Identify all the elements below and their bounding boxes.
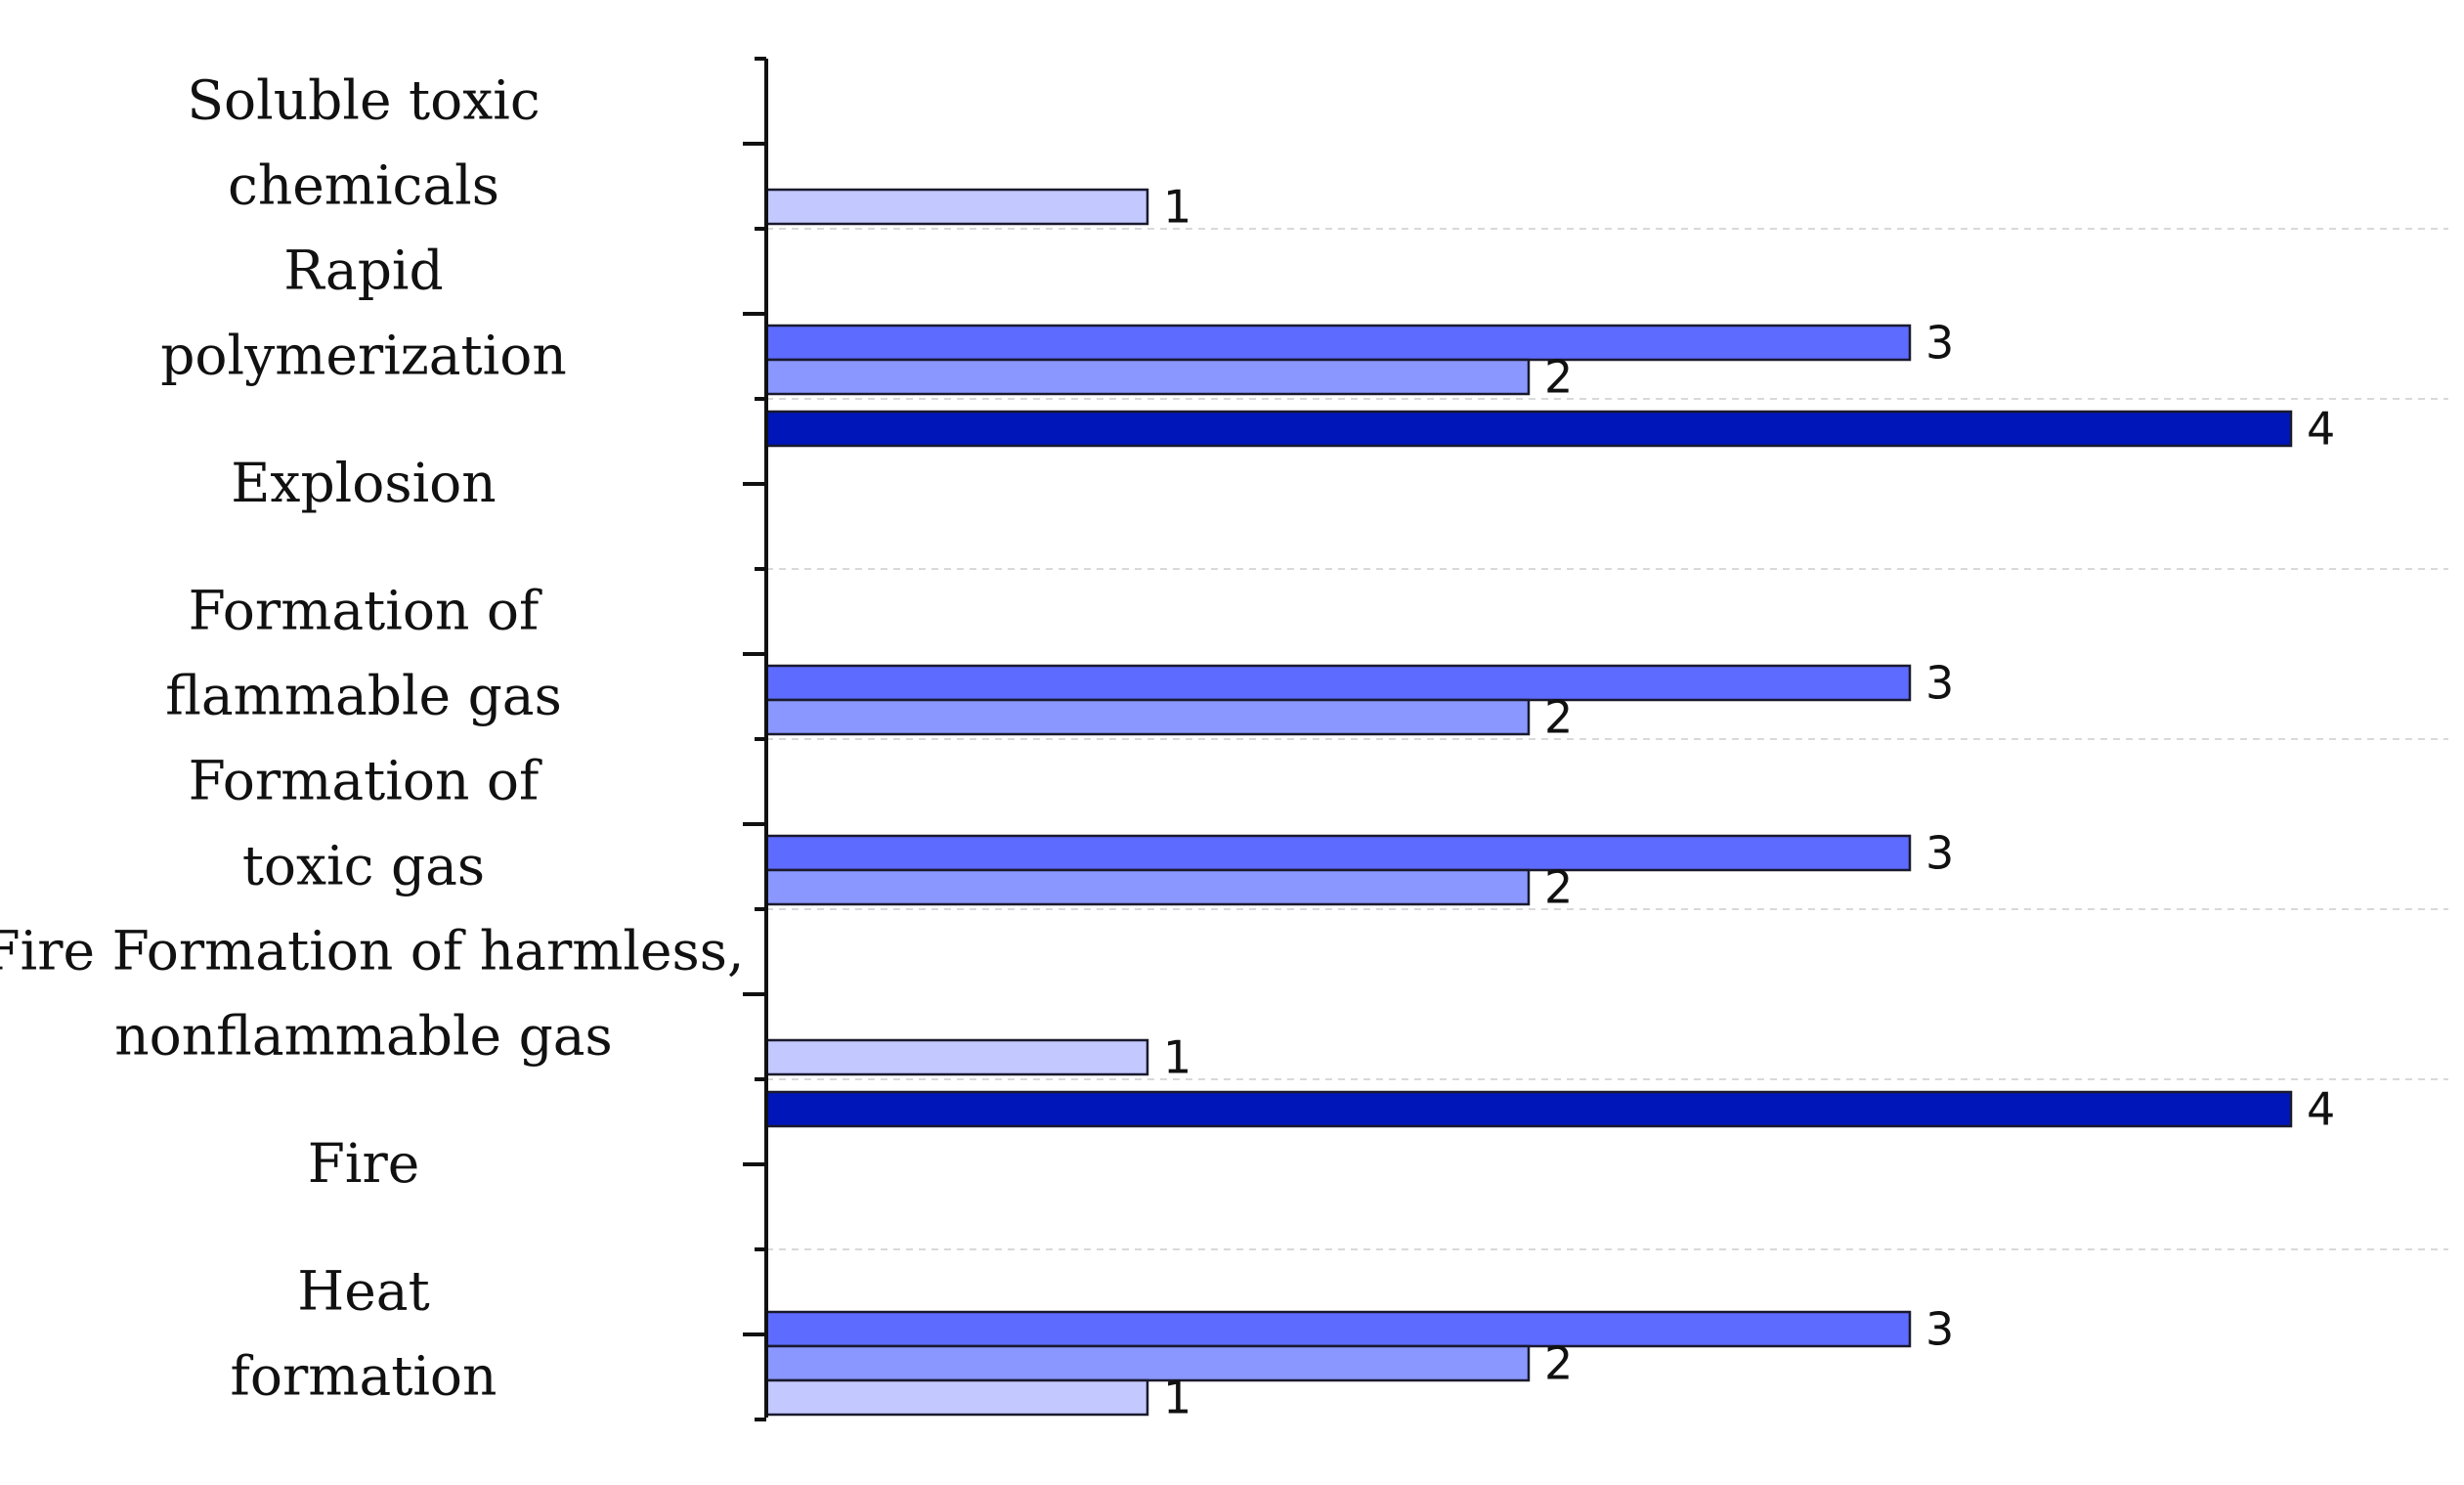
bar: [764, 1310, 1912, 1348]
data-label: 4: [2307, 1083, 2335, 1136]
value-labels: 1 3 2 4 3 2 3 2 1 4 3 2 1: [1163, 181, 2335, 1424]
category-label: polymerization: [160, 325, 567, 387]
bar: [764, 324, 1912, 362]
category-labels: Soluble toxic chemicals Rapid polymerizatio…: [0, 69, 744, 1408]
category-label: Soluble toxic: [187, 69, 540, 132]
bar: [764, 1090, 2293, 1128]
category-label: nonflammable gas: [114, 1005, 613, 1068]
category-label: flammable gas: [165, 665, 562, 727]
y-axis: [743, 57, 768, 1421]
bar: [764, 1344, 1531, 1382]
data-label: 2: [1544, 1337, 1573, 1390]
category-label: Formation of: [189, 580, 542, 642]
category-label: chemicals: [228, 154, 499, 217]
category-label: Fire Formation of harmless,: [0, 920, 744, 983]
bar: [764, 358, 1531, 396]
data-label: 1: [1163, 181, 1191, 234]
data-label: 4: [2307, 403, 2335, 456]
category-label: toxic gas: [242, 835, 485, 897]
category-label: formation: [231, 1345, 497, 1408]
grid-lines: [766, 228, 2448, 1250]
data-label: 2: [1544, 691, 1573, 744]
category-label: Formation of: [189, 750, 542, 812]
data-label: 1: [1163, 1372, 1191, 1424]
category-label: Fire: [308, 1132, 420, 1195]
data-label: 3: [1925, 317, 1954, 370]
category-label: Rapid: [283, 240, 443, 302]
bar: [764, 868, 1531, 906]
bar: [764, 1378, 1149, 1417]
data-label: 2: [1544, 351, 1573, 404]
bar: [764, 1038, 1149, 1076]
data-label: 3: [1925, 1303, 1954, 1356]
bar: [764, 664, 1912, 702]
bar: [764, 834, 1912, 872]
bar: [764, 410, 2293, 448]
data-label: 3: [1925, 657, 1954, 710]
bars: [764, 188, 2293, 1417]
bar: [764, 188, 1149, 226]
category-label: Explosion: [231, 452, 496, 514]
data-label: 3: [1925, 827, 1954, 880]
data-label: 1: [1163, 1031, 1191, 1084]
data-label: 2: [1544, 861, 1573, 914]
category-label: Heat: [297, 1260, 429, 1323]
bar: [764, 698, 1531, 736]
